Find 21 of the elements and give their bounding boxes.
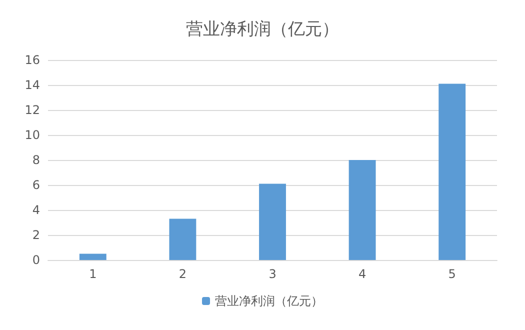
bar	[348, 160, 376, 260]
y-tick-label: 14	[24, 78, 40, 92]
x-tick-label: 1	[89, 267, 97, 281]
y-tick-label: 4	[32, 203, 40, 217]
y-tick-label: 6	[32, 178, 40, 192]
x-tick-label: 3	[268, 267, 276, 281]
bar	[438, 84, 466, 260]
x-tick-label: 5	[448, 267, 456, 281]
x-tick-label: 4	[358, 267, 366, 281]
bar	[259, 184, 286, 260]
y-tick-label: 0	[32, 253, 40, 267]
bar	[169, 218, 196, 260]
legend-label: 营业净利润（亿元）	[215, 294, 323, 308]
bar	[79, 254, 106, 260]
y-tick-label: 10	[24, 128, 40, 142]
chart-title: 营业净利润（亿元）	[186, 20, 339, 40]
y-tick-label: 16	[24, 53, 40, 67]
y-tick-label: 8	[32, 153, 40, 167]
y-tick-label: 12	[24, 103, 40, 117]
y-tick-label: 2	[32, 228, 40, 242]
x-tick-label: 2	[178, 267, 187, 281]
